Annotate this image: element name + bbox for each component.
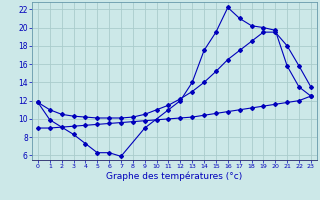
X-axis label: Graphe des températures (°c): Graphe des températures (°c) — [106, 172, 243, 181]
